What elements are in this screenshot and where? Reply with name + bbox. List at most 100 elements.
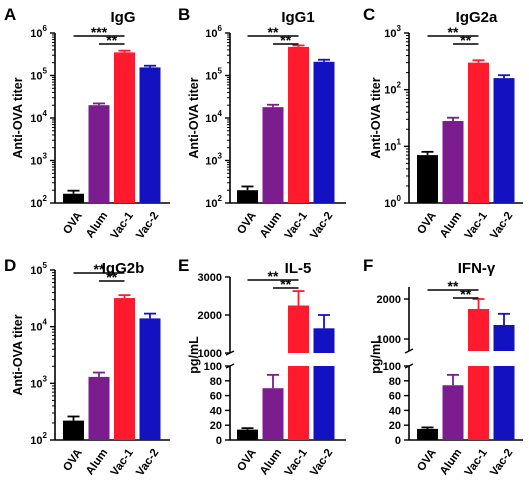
significance-label: ** <box>280 32 291 48</box>
y-tick-label: 103 <box>384 24 401 40</box>
bar-Vac-1 <box>468 62 489 204</box>
x-tick-label: Alum <box>438 210 464 240</box>
bar-Alum <box>88 105 110 203</box>
bar-Vac-1 <box>468 309 489 351</box>
y-axis-label: Anti-OVA titer <box>187 77 201 158</box>
y-tick-label: 1000 <box>377 334 401 346</box>
y-tick-label: 40 <box>210 405 222 417</box>
x-tick-label: OVA <box>235 210 259 237</box>
panel-label: E <box>178 256 189 275</box>
bar-Vac-2 <box>313 61 335 203</box>
bar-Vac-2 <box>493 78 515 203</box>
bar-OVA <box>237 190 258 203</box>
y-tick-label: 1000 <box>198 348 222 360</box>
significance-label: ** <box>268 24 279 40</box>
bar-Vac-1 <box>288 366 309 440</box>
panel-label: F <box>363 256 373 275</box>
y-tick-label: 60 <box>389 391 401 403</box>
x-tick-label: Vac-1 <box>283 446 310 478</box>
panel-A: A IgG Anti-OVA titer 102 103 104 105 106 OVA Alum… <box>4 5 170 241</box>
y-tick-label: 20 <box>210 420 222 432</box>
significance-label: ** <box>106 32 117 48</box>
bar-Vac-1 <box>288 46 309 204</box>
bar-Vac-1 <box>114 52 135 204</box>
y-tick-label: 105 <box>30 67 47 83</box>
y-axis-label: pg/mL <box>369 336 383 374</box>
y-tick-label: 106 <box>205 24 222 40</box>
panel-title: IFN-γ <box>458 260 496 277</box>
y-tick-label: 102 <box>384 81 401 97</box>
y-tick-label: 105 <box>205 67 222 83</box>
bar-Vac-1 <box>468 366 489 440</box>
x-tick-label: Vac-2 <box>134 447 161 479</box>
y-tick-label: 80 <box>210 376 222 388</box>
y-tick-label: 40 <box>389 405 401 417</box>
bar-Vac-2 <box>493 325 515 351</box>
x-tick-label: OVA <box>61 447 85 474</box>
bar-Alum <box>262 107 284 203</box>
significance-label: ** <box>448 278 459 294</box>
panel-title: IgG <box>111 9 136 26</box>
significance-label: ** <box>448 24 459 40</box>
x-tick-label: Alum <box>438 447 464 477</box>
bar-Alum <box>442 120 464 203</box>
panel-label: A <box>4 5 16 24</box>
significance-label: ** <box>268 268 279 284</box>
x-tick-label: Vac-1 <box>463 209 490 241</box>
y-tick-label: 2000 <box>377 294 401 306</box>
bar-Vac-2 <box>139 318 161 440</box>
bar-Alum <box>262 388 284 440</box>
panel-label: B <box>178 5 190 24</box>
y-axis-label: pg/mL <box>187 336 201 374</box>
x-tick-label: Alum <box>84 447 110 477</box>
x-tick-label: Vac-2 <box>488 447 515 479</box>
y-tick-label: 0 <box>216 435 222 447</box>
y-tick-label: 100 <box>384 194 401 210</box>
x-tick-label: Vac-1 <box>283 209 310 241</box>
panel-title: IgG2a <box>456 9 498 26</box>
x-tick-label: Alum <box>258 447 284 477</box>
x-tick-label: OVA <box>61 210 85 237</box>
panel-title: IL-5 <box>285 260 312 277</box>
x-tick-label: OVA <box>235 447 259 474</box>
bar-OVA <box>417 155 438 203</box>
significance-label: ** <box>94 261 105 277</box>
panel-label: C <box>363 5 375 24</box>
y-tick-label: 103 <box>205 152 222 168</box>
y-tick-label: 100 <box>204 361 222 373</box>
y-tick-label: 0 <box>395 435 401 447</box>
bar-Vac-1 <box>288 305 309 353</box>
y-tick-label: 60 <box>210 391 222 403</box>
y-tick-label: 102 <box>30 194 47 210</box>
significance-label: *** <box>91 24 108 40</box>
y-tick-label: 3000 <box>198 272 222 284</box>
y-tick-label: 80 <box>389 376 401 388</box>
bar-OVA <box>63 193 84 203</box>
significance-label: ** <box>280 276 291 292</box>
bar-Vac-1 <box>114 298 135 440</box>
bar-Alum <box>442 385 464 440</box>
y-tick-label: 102 <box>30 431 47 447</box>
y-axis-label: Anti-OVA titer <box>11 314 25 395</box>
bar-OVA <box>237 429 258 440</box>
x-tick-label: Vac-1 <box>109 446 136 478</box>
y-tick-label: 100 <box>383 361 401 373</box>
bar-OVA <box>417 428 438 440</box>
panel-B: B IgG1 Anti-OVA titer 102 103 104 105 106 OVA Alu… <box>178 5 346 241</box>
axis-break-mark <box>404 348 414 354</box>
x-tick-label: Vac-2 <box>308 447 335 479</box>
x-tick-label: Vac-2 <box>134 210 161 242</box>
y-tick-label: 106 <box>30 24 47 40</box>
x-tick-label: Alum <box>84 210 110 240</box>
bar-OVA <box>63 420 84 440</box>
significance-label: ** <box>460 32 471 48</box>
panel-title: IgG1 <box>281 9 314 26</box>
bar-Vac-2 <box>313 328 335 353</box>
significance-label: ** <box>460 286 471 302</box>
panel-label: D <box>4 256 16 275</box>
x-tick-label: Vac-2 <box>488 210 515 242</box>
